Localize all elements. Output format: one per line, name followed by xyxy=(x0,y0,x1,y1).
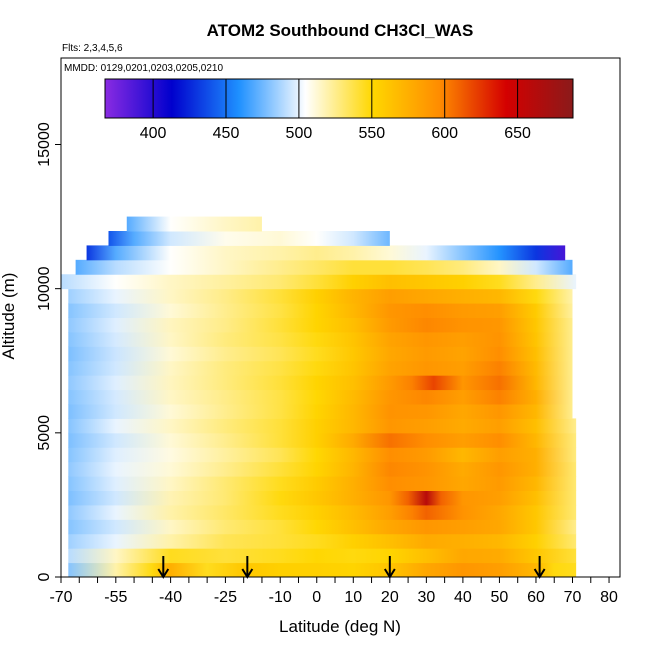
x-tick-label: 30 xyxy=(417,589,435,606)
heatmap-band xyxy=(68,490,577,506)
colorbar-tick-label: 550 xyxy=(358,125,385,142)
y-axis: 0 5000 10000 15000 xyxy=(36,122,61,581)
colorbar-tick-label: 400 xyxy=(140,125,167,142)
heatmap-band xyxy=(68,432,577,448)
chart-title: ATOM2 Southbound CH3Cl_WAS xyxy=(207,21,474,40)
colorbar-tick-label: 650 xyxy=(504,125,531,142)
x-tick-label: -55 xyxy=(104,589,127,606)
x-tick-label: -25 xyxy=(214,589,237,606)
y-axis-label: Altitude (m) xyxy=(0,273,18,360)
x-tick-label: 50 xyxy=(491,589,509,606)
heatmap-band xyxy=(126,216,262,232)
heatmap-band xyxy=(68,404,573,419)
dates-subtitle: MMDD: 0129,0201,0203,0205,0210 xyxy=(64,63,223,74)
colorbar xyxy=(104,78,574,119)
heatmap-band xyxy=(68,389,573,405)
y-tick-label: 5000 xyxy=(36,415,53,451)
x-tick-label: 60 xyxy=(527,589,545,606)
y-tick-label: 10000 xyxy=(36,266,53,311)
heatmap-band xyxy=(68,533,577,549)
x-axis-label: Latitude (deg N) xyxy=(279,617,401,636)
heatmap-band xyxy=(68,288,573,304)
colorbar-tick-label: 500 xyxy=(286,125,313,142)
heatmap-band xyxy=(68,418,577,434)
colorbar-tick-label: 450 xyxy=(213,125,240,142)
x-tick-label: 10 xyxy=(344,589,362,606)
heatmap-band xyxy=(68,317,573,333)
colorbar-tick-label: 600 xyxy=(431,125,458,142)
x-tick-label: -70 xyxy=(49,589,72,606)
x-tick-label: -40 xyxy=(159,589,182,606)
flights-subtitle: Flts: 2,3,4,5,6 xyxy=(62,43,123,54)
heatmap-band xyxy=(68,519,577,535)
heatmap-band xyxy=(108,231,390,246)
heatmap-band xyxy=(68,303,573,318)
heatmap-band xyxy=(68,360,573,376)
heatmap-band xyxy=(68,562,577,577)
heatmap-band xyxy=(68,504,577,520)
heatmap-band xyxy=(68,331,573,347)
plot-frame xyxy=(60,57,621,578)
heatmap-band xyxy=(68,476,577,491)
x-tick-label: 70 xyxy=(564,589,582,606)
heatmap-band xyxy=(68,461,577,477)
x-tick-label: 20 xyxy=(381,589,399,606)
heatmap-band xyxy=(68,447,577,463)
x-axis: -70 -55 -40 -25 -10 0 10 20 30 40 50 60 70 80 xyxy=(49,577,618,606)
x-tick-label: 40 xyxy=(454,589,472,606)
heatmap-band xyxy=(75,259,573,275)
heatmap-band xyxy=(86,245,566,261)
heatmap-band xyxy=(61,274,577,290)
heatmap-bands xyxy=(61,216,577,577)
heatmap-band xyxy=(68,375,573,391)
x-tick-label: -10 xyxy=(269,589,292,606)
x-tick-label: 0 xyxy=(312,589,321,606)
y-tick-label: 0 xyxy=(36,572,53,581)
heatmap-band xyxy=(68,548,577,564)
y-tick-label: 15000 xyxy=(36,122,53,167)
colorbar-ticks: 400 450 500 550 600 650 xyxy=(140,79,531,142)
x-tick-label: 80 xyxy=(600,589,618,606)
heatmap-band xyxy=(68,346,573,362)
